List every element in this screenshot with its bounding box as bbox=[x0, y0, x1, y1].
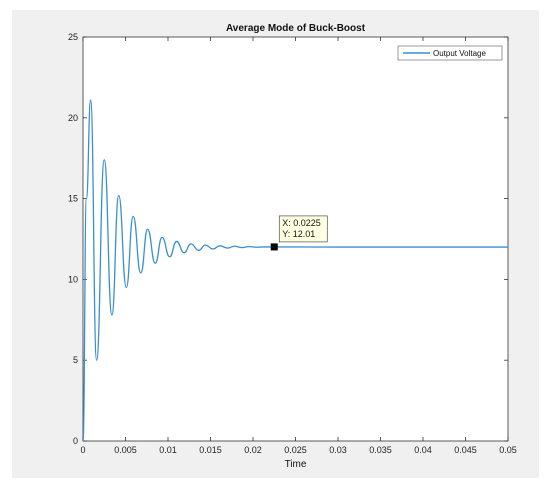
series-layer bbox=[82, 99, 508, 442]
x-axis-label: Time bbox=[285, 459, 307, 470]
y-tick-label: 0 bbox=[73, 436, 78, 446]
x-tick-label: 0.005 bbox=[114, 445, 137, 455]
x-tick-label: 0.015 bbox=[199, 445, 222, 455]
x-tick-label: 0.01 bbox=[159, 445, 177, 455]
y-tick-label: 15 bbox=[68, 194, 78, 204]
y-tick-label: 20 bbox=[68, 113, 78, 123]
x-tick-label: 0.04 bbox=[414, 445, 432, 455]
x-tick-label: 0.05 bbox=[499, 445, 517, 455]
series-line-output-voltage bbox=[82, 99, 508, 442]
x-tick-label: 0.045 bbox=[454, 445, 477, 455]
y-axis: 0 5 10 15 20 25 bbox=[68, 32, 508, 446]
x-tick-label: 0.035 bbox=[369, 445, 392, 455]
datatip[interactable]: X: 0.0225 Y: 12.01 bbox=[270, 215, 328, 251]
datatip-x-value: X: 0.0225 bbox=[282, 218, 321, 228]
x-tick-label: 0.03 bbox=[329, 445, 347, 455]
chart-title: Average Mode of Buck-Boost bbox=[226, 23, 366, 34]
y-tick-label: 10 bbox=[68, 274, 78, 284]
datatip-y-value: Y: 12.01 bbox=[282, 229, 315, 239]
legend-label-output-voltage: Output Voltage bbox=[433, 49, 486, 58]
x-tick-label: 0 bbox=[80, 445, 85, 455]
x-axis: 0 0.005 0.01 0.015 0.02 0.025 0.03 0.035 0.04 0.0… bbox=[80, 37, 517, 455]
x-tick-label: 0.025 bbox=[284, 445, 307, 455]
datatip-marker[interactable] bbox=[270, 243, 278, 251]
y-tick-label: 5 bbox=[73, 355, 78, 365]
x-tick-label: 0.02 bbox=[244, 445, 262, 455]
legend: Output Voltage bbox=[397, 45, 503, 61]
legend-box bbox=[397, 45, 503, 61]
datatip-box bbox=[278, 215, 328, 243]
y-tick-label: 25 bbox=[68, 32, 78, 42]
